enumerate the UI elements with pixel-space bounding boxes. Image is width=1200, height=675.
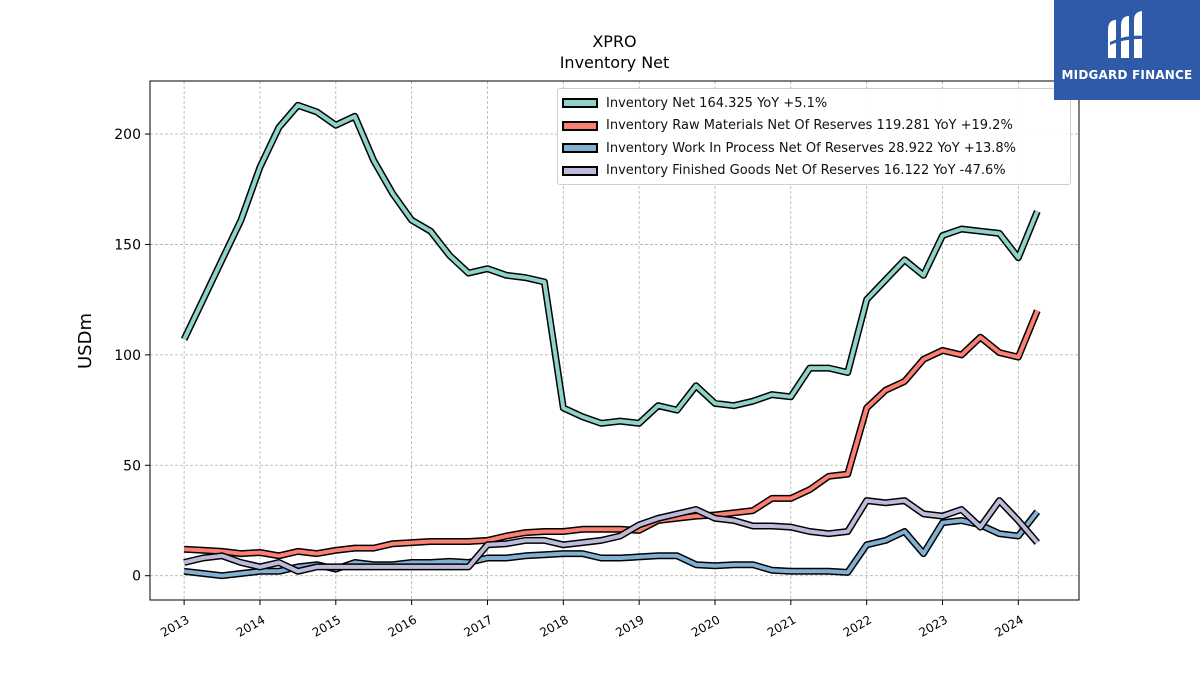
x-tick-label: 2022 xyxy=(841,612,874,639)
y-tick-label: 150 xyxy=(114,237,141,253)
x-tick-label: 2014 xyxy=(234,612,267,639)
y-axis-label: USDm xyxy=(75,313,96,369)
legend: Inventory Net 164.325 YoY +5.1% Inventor… xyxy=(557,88,1071,185)
legend-swatch xyxy=(562,120,598,131)
x-tick-label: 2024 xyxy=(992,612,1025,639)
chart-subtitle: Inventory Net xyxy=(560,53,670,72)
legend-label: Inventory Net 164.325 YoY +5.1% xyxy=(606,95,828,111)
x-tick-label: 2020 xyxy=(689,612,722,639)
legend-label: Inventory Finished Goods Net Of Reserves… xyxy=(606,163,1006,179)
chart-title: XPRO xyxy=(592,32,636,51)
x-tick-label: 2015 xyxy=(310,612,343,639)
y-tick-label: 50 xyxy=(123,458,141,474)
x-tick-label: 2021 xyxy=(765,612,798,639)
legend-swatch xyxy=(562,98,598,109)
logo: MIDGARD FINANCE xyxy=(1054,0,1200,100)
logo-monogram-icon xyxy=(1108,11,1146,58)
series-line-1 xyxy=(183,309,1040,558)
legend-label: Inventory Raw Materials Net Of Reserves … xyxy=(606,118,1013,134)
legend-swatch xyxy=(562,165,598,176)
logo-text: MIDGARD FINANCE xyxy=(1061,68,1193,82)
legend-item-finished-goods: Inventory Finished Goods Net Of Reserves… xyxy=(558,160,1070,183)
y-tick-label: 0 xyxy=(132,569,141,585)
series-outline-1 xyxy=(183,309,1041,560)
legend-item-work-in-process: Inventory Work In Process Net Of Reserve… xyxy=(558,137,1070,160)
series-line-0 xyxy=(182,103,1040,426)
x-tick-label: 2018 xyxy=(537,612,570,639)
x-tick-label: 2017 xyxy=(462,612,495,639)
plot-frame xyxy=(149,80,1080,601)
x-tick-label: 2019 xyxy=(613,612,646,639)
legend-item-raw-materials: Inventory Raw Materials Net Of Reserves … xyxy=(558,115,1070,138)
y-tick-label: 200 xyxy=(114,127,141,143)
legend-item-inventory-net: Inventory Net 164.325 YoY +5.1% xyxy=(558,92,1070,115)
x-tick-label: 2013 xyxy=(158,612,191,639)
x-tick-label: 2016 xyxy=(386,612,419,639)
x-tick-label: 2023 xyxy=(917,612,950,639)
series-line-3 xyxy=(183,498,1039,574)
legend-label: Inventory Work In Process Net Of Reserve… xyxy=(606,140,1017,156)
y-tick-label: 100 xyxy=(114,348,141,364)
series-layer xyxy=(180,101,1041,580)
legend-swatch xyxy=(562,143,598,154)
